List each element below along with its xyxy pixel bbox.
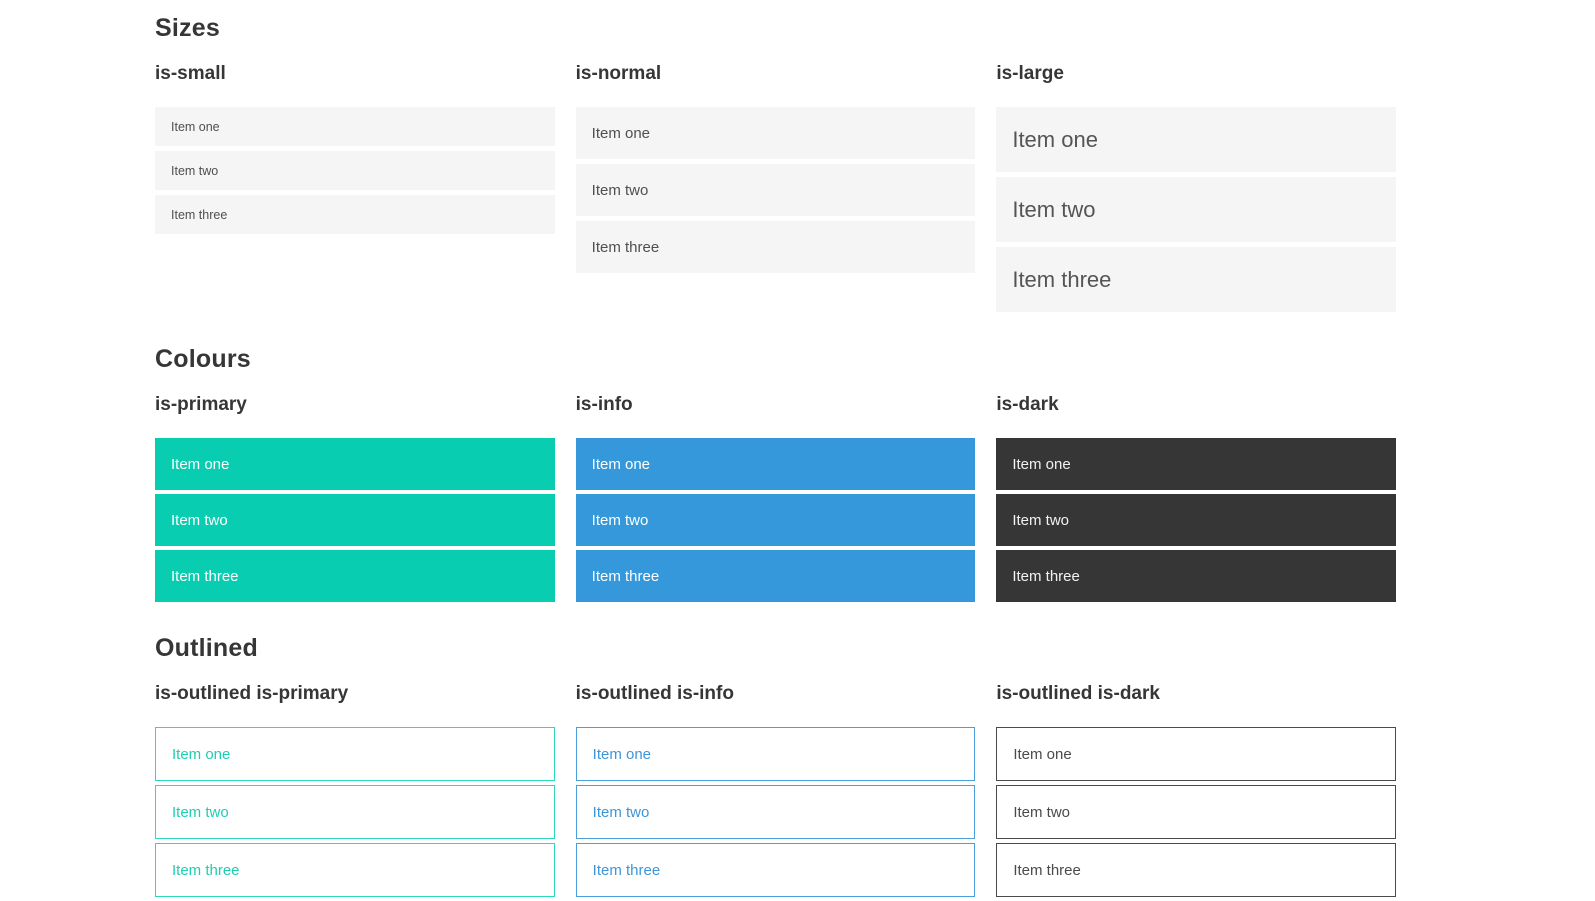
list-item[interactable]: Item one (575, 107, 976, 159)
group-is-primary: is-primary Item one Item two Item three (155, 394, 555, 606)
list-item[interactable]: Item one (155, 107, 555, 146)
group-heading-is-small: is-small (155, 63, 226, 84)
list-item[interactable]: Item two (155, 494, 555, 546)
group-is-normal: is-normal Item one Item two Item three (575, 63, 976, 278)
list-item[interactable]: Item two (996, 494, 1396, 546)
list-item[interactable]: Item three (996, 843, 1396, 897)
list-item[interactable]: Item one (996, 107, 1396, 172)
group-heading-is-outlined-is-info: is-outlined is-info (575, 683, 734, 704)
list-item[interactable]: Item two (575, 785, 976, 839)
list-is-large: Item one Item two Item three (996, 107, 1396, 312)
section-title-outlined: Outlined (155, 634, 258, 662)
list-item[interactable]: Item three (155, 550, 555, 602)
group-heading-is-info: is-info (575, 394, 633, 415)
page-container: Sizes is-small Item one Item two Item th… (155, 0, 1396, 901)
section-title-colours: Colours (155, 345, 251, 373)
list-item[interactable]: Item three (575, 550, 976, 602)
list-is-normal: Item one Item two Item three (575, 107, 976, 273)
list-is-outlined-is-primary: Item one Item two Item three (155, 727, 555, 897)
group-is-info: is-info Item one Item two Item three (575, 394, 976, 606)
group-is-outlined-is-dark: is-outlined is-dark Item one Item two It… (996, 683, 1396, 901)
group-heading-is-outlined-is-primary: is-outlined is-primary (155, 683, 349, 704)
list-is-info: Item one Item two Item three (575, 438, 976, 602)
colours-columns: is-primary Item one Item two Item three … (155, 394, 1396, 606)
list-item[interactable]: Item two (155, 151, 555, 190)
list-item[interactable]: Item two (996, 785, 1396, 839)
list-item[interactable]: Item one (575, 438, 976, 490)
group-heading-is-outlined-is-dark: is-outlined is-dark (996, 683, 1160, 704)
outlined-columns: is-outlined is-primary Item one Item two… (155, 683, 1396, 901)
list-item[interactable]: Item three (155, 843, 555, 897)
list-is-primary: Item one Item two Item three (155, 438, 555, 602)
group-is-large: is-large Item one Item two Item three (996, 63, 1396, 317)
list-item[interactable]: Item three (575, 221, 976, 273)
group-is-small: is-small Item one Item two Item three (155, 63, 555, 239)
list-item[interactable]: Item three (155, 195, 555, 234)
list-item[interactable]: Item three (996, 550, 1396, 602)
list-item[interactable]: Item one (575, 727, 976, 781)
list-item[interactable]: Item two (575, 494, 976, 546)
group-heading-is-primary: is-primary (155, 394, 247, 415)
list-item[interactable]: Item one (155, 727, 555, 781)
sizes-columns: is-small Item one Item two Item three is… (155, 63, 1396, 317)
list-is-small: Item one Item two Item three (155, 107, 555, 234)
list-item[interactable]: Item one (155, 438, 555, 490)
list-item[interactable]: Item two (155, 785, 555, 839)
list-item[interactable]: Item one (996, 438, 1396, 490)
list-is-dark: Item one Item two Item three (996, 438, 1396, 602)
list-is-outlined-is-info: Item one Item two Item three (575, 727, 976, 897)
list-item[interactable]: Item three (996, 247, 1396, 312)
list-is-outlined-is-dark: Item one Item two Item three (996, 727, 1396, 897)
group-is-outlined-is-primary: is-outlined is-primary Item one Item two… (155, 683, 555, 901)
group-heading-is-large: is-large (996, 63, 1064, 84)
list-item[interactable]: Item two (996, 177, 1396, 242)
group-heading-is-dark: is-dark (996, 394, 1059, 415)
group-is-dark: is-dark Item one Item two Item three (996, 394, 1396, 606)
list-item[interactable]: Item two (575, 164, 976, 216)
list-item[interactable]: Item three (575, 843, 976, 897)
group-is-outlined-is-info: is-outlined is-info Item one Item two It… (575, 683, 976, 901)
section-colours: Colours is-primary Item one Item two Ite… (155, 344, 1396, 606)
list-item[interactable]: Item one (996, 727, 1396, 781)
section-outlined: Outlined is-outlined is-primary Item one… (155, 633, 1396, 901)
group-heading-is-normal: is-normal (575, 63, 662, 84)
section-title-sizes: Sizes (155, 14, 220, 42)
section-sizes: Sizes is-small Item one Item two Item th… (155, 13, 1396, 317)
